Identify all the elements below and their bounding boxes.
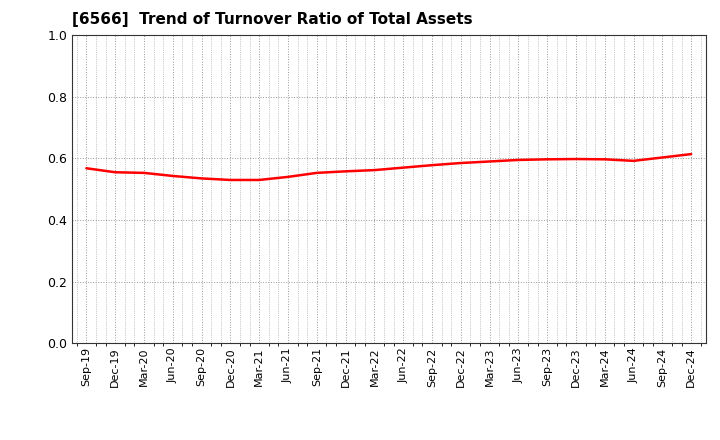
Text: [6566]  Trend of Turnover Ratio of Total Assets: [6566] Trend of Turnover Ratio of Total … <box>72 12 472 27</box>
